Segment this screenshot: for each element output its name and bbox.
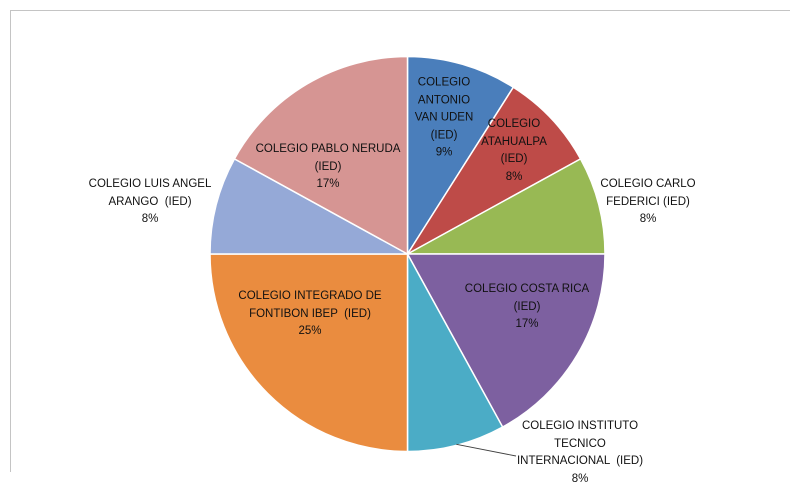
data-label-category: COLEGIO INTEGRADO DE FONTIBON IBEP (IED) bbox=[238, 289, 385, 320]
pie-slice bbox=[406, 253, 504, 453]
data-label-category: COLEGIO LUIS ANGEL ARANGO (IED) bbox=[88, 177, 214, 208]
data-label-percent: 8% bbox=[141, 212, 159, 225]
leader-line bbox=[456, 443, 517, 457]
chart-area-border bbox=[10, 10, 790, 472]
data-label-category: COLEGIO ATAHUALPA (IED) bbox=[481, 118, 551, 165]
data-label: COLEGIO CARLO FEDERICI (IED) 8% bbox=[593, 176, 703, 229]
data-label-category: COLEGIO COSTA RICA (IED) bbox=[464, 282, 593, 313]
data-label: COLEGIO INTEGRADO DE FONTIBON IBEP (IED)… bbox=[228, 288, 393, 341]
data-label: COLEGIO ANTONIO VAN UDEN (IED) 9% bbox=[410, 74, 478, 162]
data-label-category: COLEGIO INSTITUTO TECNICO INTERNACIONAL … bbox=[516, 420, 644, 467]
data-label-percent: 8% bbox=[639, 212, 657, 225]
pie-slice bbox=[209, 253, 409, 453]
data-label: COLEGIO INSTITUTO TECNICO INTERNACIONAL … bbox=[512, 418, 649, 488]
pie-slice bbox=[406, 55, 515, 255]
data-label: COLEGIO COSTA RICA (IED) 17% bbox=[458, 281, 596, 334]
data-label-percent: 8% bbox=[505, 170, 523, 183]
pie-slice bbox=[406, 253, 606, 428]
data-label-percent: 8% bbox=[571, 472, 589, 485]
data-label-percent: 25% bbox=[298, 324, 322, 337]
data-label-category: COLEGIO PABLO NERUDA (IED) bbox=[255, 142, 404, 173]
pie-slice bbox=[233, 55, 409, 255]
data-label-percent: 9% bbox=[435, 146, 453, 159]
pie-slice bbox=[406, 158, 606, 255]
pie-slice bbox=[209, 158, 409, 255]
data-label-category: COLEGIO ANTONIO VAN UDEN (IED) bbox=[414, 76, 477, 141]
pie-slice bbox=[406, 86, 582, 255]
data-label-category: COLEGIO CARLO FEDERICI (IED) bbox=[600, 177, 699, 208]
data-label: COLEGIO LUIS ANGEL ARANGO (IED) 8% bbox=[78, 176, 223, 229]
data-label-percent: 17% bbox=[316, 177, 340, 190]
data-label: COLEGIO ATAHUALPA (IED) 8% bbox=[474, 116, 554, 186]
data-label-percent: 17% bbox=[515, 317, 539, 330]
data-label: COLEGIO PABLO NERUDA (IED) 17% bbox=[248, 141, 408, 194]
